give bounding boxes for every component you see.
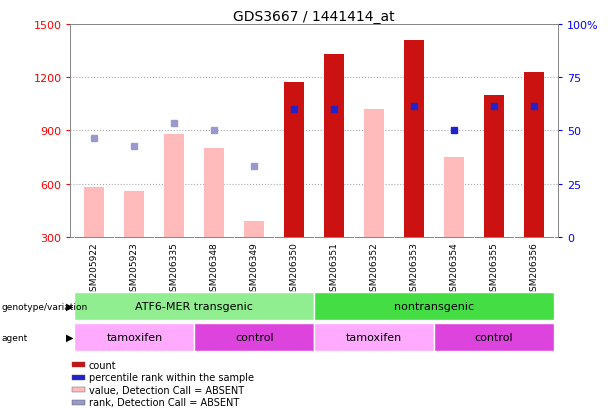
Text: GSM206356: GSM206356 <box>530 242 538 297</box>
Bar <box>284 83 304 237</box>
Bar <box>164 135 185 237</box>
Text: GSM206353: GSM206353 <box>409 242 419 297</box>
Bar <box>484 96 504 237</box>
Text: GSM206335: GSM206335 <box>170 242 179 297</box>
Text: rank, Detection Call = ABSENT: rank, Detection Call = ABSENT <box>89 397 239 407</box>
Text: GSM206352: GSM206352 <box>370 242 379 297</box>
Text: control: control <box>235 332 273 342</box>
Text: GSM206355: GSM206355 <box>489 242 498 297</box>
Text: GSM206348: GSM206348 <box>210 242 219 297</box>
Bar <box>75 293 314 320</box>
Bar <box>434 324 554 351</box>
Bar <box>244 221 264 237</box>
Bar <box>75 324 194 351</box>
Text: GSM206354: GSM206354 <box>449 242 459 297</box>
Title: GDS3667 / 1441414_at: GDS3667 / 1441414_at <box>234 10 395 24</box>
Bar <box>314 293 554 320</box>
Text: control: control <box>474 332 513 342</box>
Text: GSM206349: GSM206349 <box>249 242 259 297</box>
Text: GSM206351: GSM206351 <box>330 242 338 297</box>
Text: tamoxifen: tamoxifen <box>106 332 162 342</box>
Bar <box>124 191 145 237</box>
Bar <box>444 158 464 237</box>
Text: ▶: ▶ <box>66 301 73 311</box>
Bar <box>204 149 224 237</box>
Bar <box>194 324 314 351</box>
Bar <box>314 324 434 351</box>
Text: nontransgenic: nontransgenic <box>394 301 474 311</box>
Text: GSM205923: GSM205923 <box>130 242 139 297</box>
Text: GSM205922: GSM205922 <box>90 242 99 296</box>
Text: genotype/variation: genotype/variation <box>2 302 88 311</box>
Text: value, Detection Call = ABSENT: value, Detection Call = ABSENT <box>89 385 244 395</box>
Bar <box>364 110 384 237</box>
Bar <box>524 73 544 237</box>
Text: percentile rank within the sample: percentile rank within the sample <box>89 373 254 382</box>
Text: agent: agent <box>2 333 28 342</box>
Text: tamoxifen: tamoxifen <box>346 332 402 342</box>
Bar <box>404 41 424 237</box>
Text: count: count <box>89 360 116 370</box>
Text: ▶: ▶ <box>66 332 73 342</box>
Text: GSM206350: GSM206350 <box>290 242 299 297</box>
Text: ATF6-MER transgenic: ATF6-MER transgenic <box>135 301 253 311</box>
Bar <box>85 188 104 237</box>
Bar <box>324 55 344 237</box>
